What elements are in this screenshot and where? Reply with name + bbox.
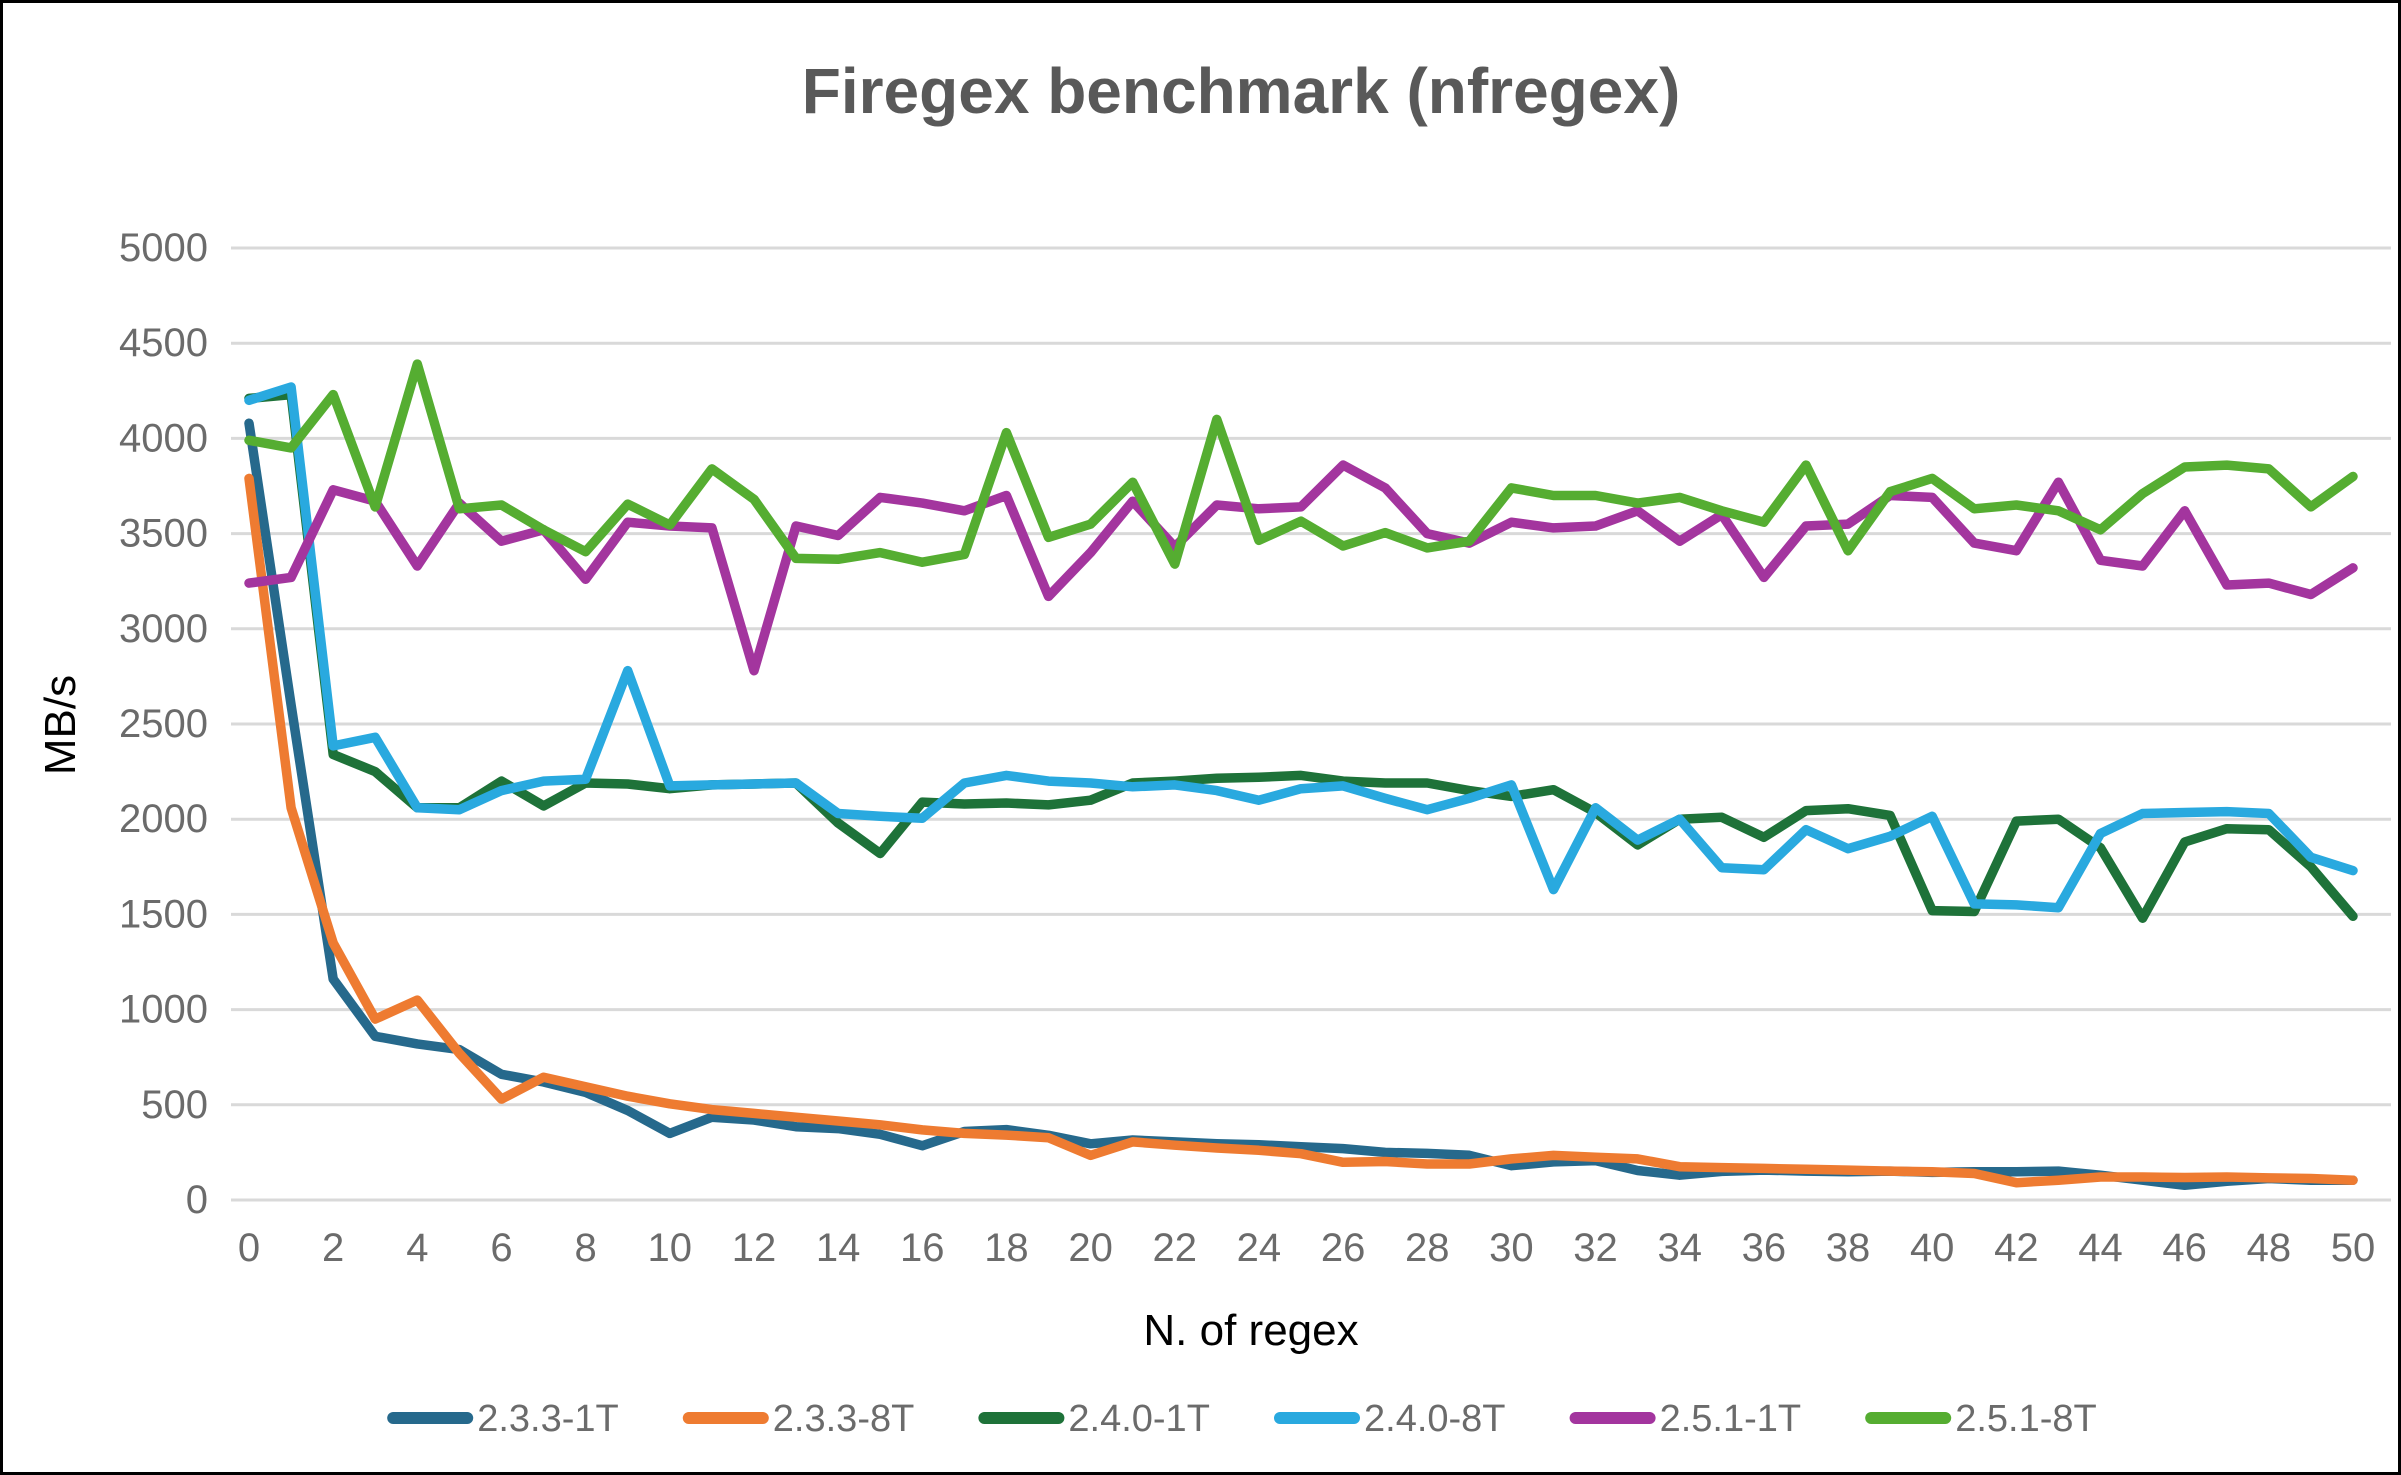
y-tick-3000: 3000 [119, 607, 208, 651]
x-tick-16: 16 [900, 1226, 945, 1270]
y-tick-1000: 1000 [119, 988, 208, 1032]
y-axis-tick-labels: 0 500 1000 1500 2000 2500 3000 3500 4000 4500 5000 [119, 226, 208, 1222]
series-line-2.3.3-8T [244, 473, 2358, 1188]
x-tick-34: 34 [1657, 1226, 1702, 1270]
x-tick-50: 50 [2331, 1226, 2376, 1270]
x-tick-6: 6 [490, 1226, 512, 1270]
x-tick-20: 20 [1068, 1226, 1113, 1270]
legend-item-2.4.0-1T: 2.4.0-1T [978, 1398, 1210, 1440]
x-tick-18: 18 [984, 1226, 1029, 1270]
x-tick-28: 28 [1405, 1226, 1450, 1270]
y-tick-1500: 1500 [119, 892, 208, 936]
y-tick-5000: 5000 [119, 226, 208, 270]
gridlines [231, 246, 2391, 1202]
y-tick-0: 0 [186, 1178, 208, 1222]
y-tick-2000: 2000 [119, 797, 208, 841]
y-tick-2500: 2500 [119, 702, 208, 746]
legend-item-2.5.1-8T: 2.5.1-8T [1865, 1398, 2097, 1440]
legend-label-2.5.1-8T: 2.5.1-8T [1955, 1398, 2097, 1440]
x-tick-36: 36 [1742, 1226, 1787, 1270]
legend-item-2.4.0-8T: 2.4.0-8T [1274, 1398, 1506, 1440]
x-tick-40: 40 [1910, 1226, 1955, 1270]
x-tick-0: 0 [238, 1226, 260, 1270]
x-tick-46: 46 [2162, 1226, 2207, 1270]
x-tick-32: 32 [1573, 1226, 1618, 1270]
series-lines [244, 359, 2358, 1191]
series-line-2.5.1-1T [244, 460, 2358, 676]
x-tick-22: 22 [1153, 1226, 1198, 1270]
legend-item-2.3.3-1T: 2.3.3-1T [387, 1398, 619, 1440]
x-axis-tick-labels: 0 2 4 6 8 10 12 14 16 18 20 22 24 26 28 30 32 34 36 38 40 42 4… [238, 1226, 2375, 1270]
series-line-2.4.0-1T [244, 389, 2358, 923]
series-line-2.5.1-8T [244, 359, 2358, 569]
y-tick-3500: 3500 [119, 512, 208, 556]
x-tick-26: 26 [1321, 1226, 1366, 1270]
series-line-2.3.3-1T [244, 418, 2358, 1191]
y-tick-4000: 4000 [119, 416, 208, 460]
y-tick-4500: 4500 [119, 321, 208, 365]
legend-label-2.3.3-8T: 2.3.3-8T [773, 1398, 915, 1440]
legend-label-2.3.3-1T: 2.3.3-1T [477, 1398, 619, 1440]
legend: 2.3.3-1T 2.3.3-8T 2.4.0-1T 2.4.0-8T 2.5.1-1T… [387, 1398, 2097, 1440]
benchmark-line-chart: 0500100015002000250030003500400045005000… [36, 55, 2391, 1440]
x-tick-4: 4 [406, 1226, 428, 1270]
x-tick-48: 48 [2247, 1226, 2292, 1270]
x-tick-8: 8 [575, 1226, 597, 1270]
y-axis-title: MB/s [36, 675, 85, 775]
x-tick-14: 14 [816, 1226, 861, 1270]
x-tick-42: 42 [1994, 1226, 2039, 1270]
legend-label-2.4.0-8T: 2.4.0-8T [1364, 1398, 1506, 1440]
x-tick-12: 12 [732, 1226, 777, 1270]
x-axis-title: N. of regex [1143, 1306, 1358, 1355]
legend-item-2.5.1-1T: 2.5.1-1T [1569, 1398, 1802, 1440]
x-tick-38: 38 [1826, 1226, 1871, 1270]
legend-label-2.5.1-1T: 2.5.1-1T [1660, 1398, 1802, 1440]
chart-title: Firegex benchmark (nfregex) [802, 55, 1681, 127]
x-tick-2: 2 [322, 1226, 344, 1270]
series-line-2.4.0-8T [244, 382, 2358, 913]
y-tick-500: 500 [141, 1083, 208, 1127]
x-tick-44: 44 [2078, 1226, 2123, 1270]
x-tick-24: 24 [1237, 1226, 1282, 1270]
x-tick-30: 30 [1489, 1226, 1534, 1270]
legend-item-2.3.3-8T: 2.3.3-8T [682, 1398, 915, 1440]
x-tick-10: 10 [648, 1226, 693, 1270]
legend-label-2.4.0-1T: 2.4.0-1T [1068, 1398, 1210, 1440]
